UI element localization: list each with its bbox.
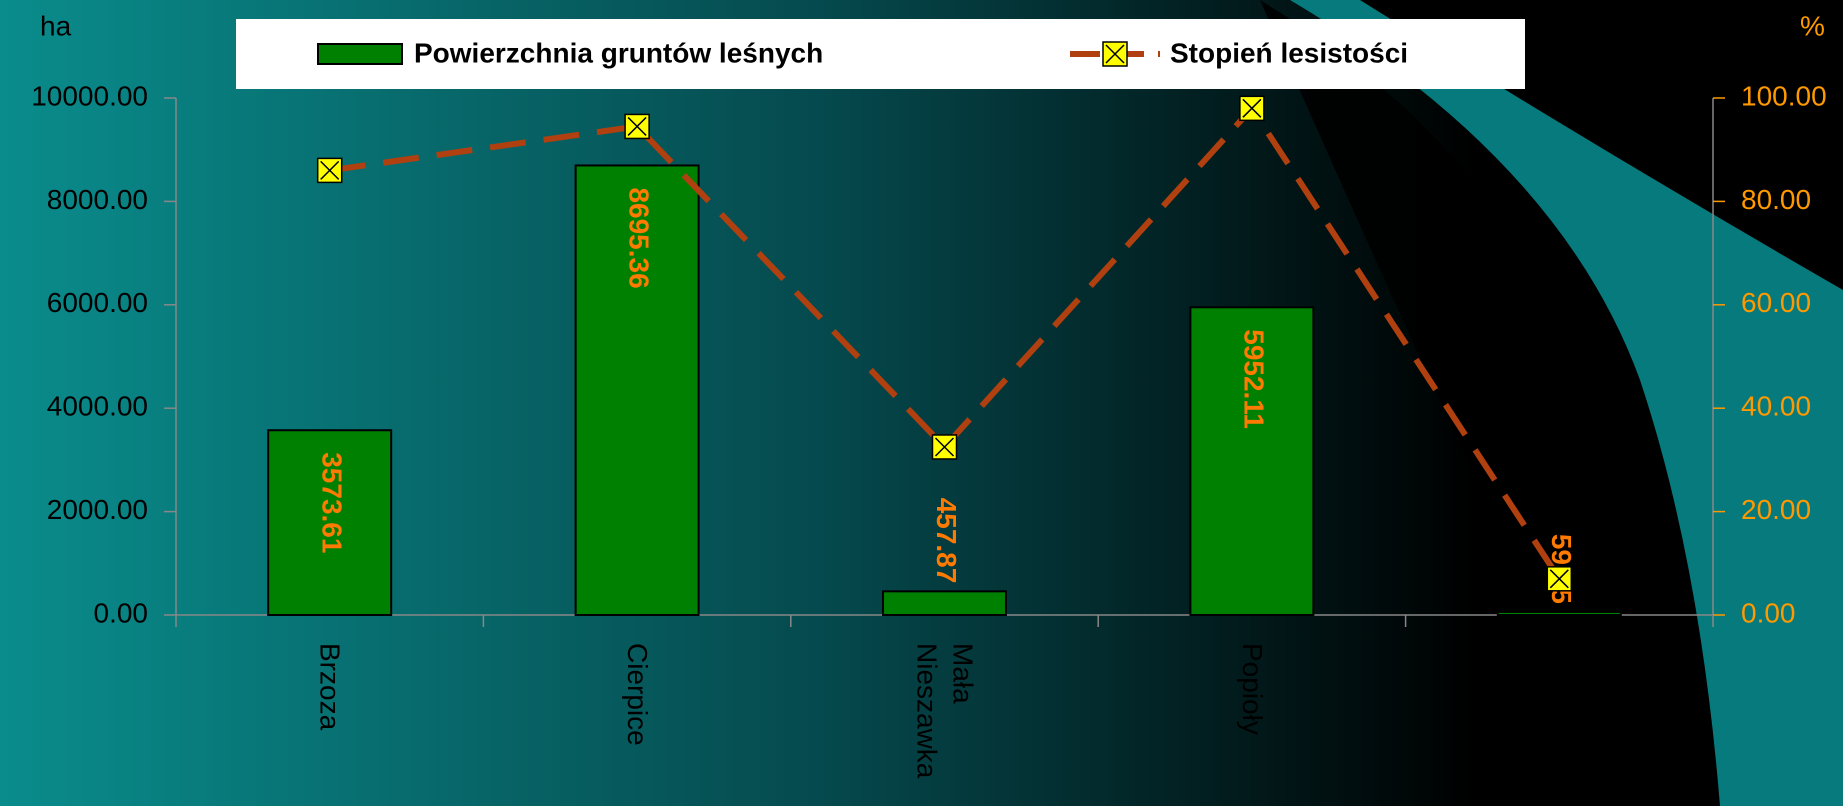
x-tick-label: Mała Nieszawka: [911, 643, 979, 779]
marker: [624, 113, 650, 140]
marker-part: [934, 437, 955, 457]
marker: [931, 434, 958, 460]
bar: [267, 429, 393, 616]
decor-shape: [1260, 0, 1720, 806]
bar: [574, 164, 700, 616]
data-label: 8695.36: [624, 187, 655, 288]
y-tick-label: 8000.00: [47, 184, 148, 215]
data-label: 5952.11: [1239, 329, 1270, 429]
legend-swatch: [317, 43, 403, 65]
marker-part: [1242, 98, 1262, 118]
y-tick-label: 0.00: [94, 597, 149, 628]
y-tick-label: 10000.00: [31, 80, 148, 111]
y-tick-label: 2000.00: [47, 494, 148, 525]
y2-axis-label: %: [1800, 10, 1825, 41]
y2-tick-label: 100.00: [1741, 80, 1827, 111]
bar: [882, 590, 1007, 617]
y2-tick-label: 60.00: [1741, 287, 1811, 318]
legend-marker: [1105, 44, 1125, 64]
y2-tick-label: 20.00: [1741, 494, 1811, 525]
marker-part: [320, 160, 340, 180]
legend-label: Powierzchnia gruntów leśnych: [414, 37, 823, 68]
legend-box: [236, 19, 1525, 89]
marker-part: [1549, 569, 1569, 589]
y-tick-label: 6000.00: [47, 287, 148, 318]
x-tick-label: Cierpice: [622, 643, 654, 746]
y2-tick-label: 80.00: [1741, 184, 1811, 215]
x-tick-label: Wielka Nieszawka: [1526, 643, 1594, 779]
data-label: 3573.61: [316, 452, 347, 553]
data-label: 457.87: [931, 498, 962, 584]
y2-tick-label: 0.00: [1741, 597, 1796, 628]
marker: [1546, 566, 1573, 592]
y-tick-label: 4000.00: [47, 391, 148, 422]
y2-tick-label: 40.00: [1741, 391, 1811, 422]
legend-label: Stopień lesistości: [1170, 37, 1408, 68]
bar: [1496, 610, 1622, 616]
marker: [316, 157, 343, 184]
x-tick-label: Popioły: [1236, 643, 1268, 735]
y-axis-label: ha: [40, 10, 72, 41]
marker: [1239, 95, 1265, 122]
marker-part: [627, 116, 647, 136]
x-tick-label: Brzoza: [314, 643, 346, 731]
bar: [1189, 306, 1315, 616]
